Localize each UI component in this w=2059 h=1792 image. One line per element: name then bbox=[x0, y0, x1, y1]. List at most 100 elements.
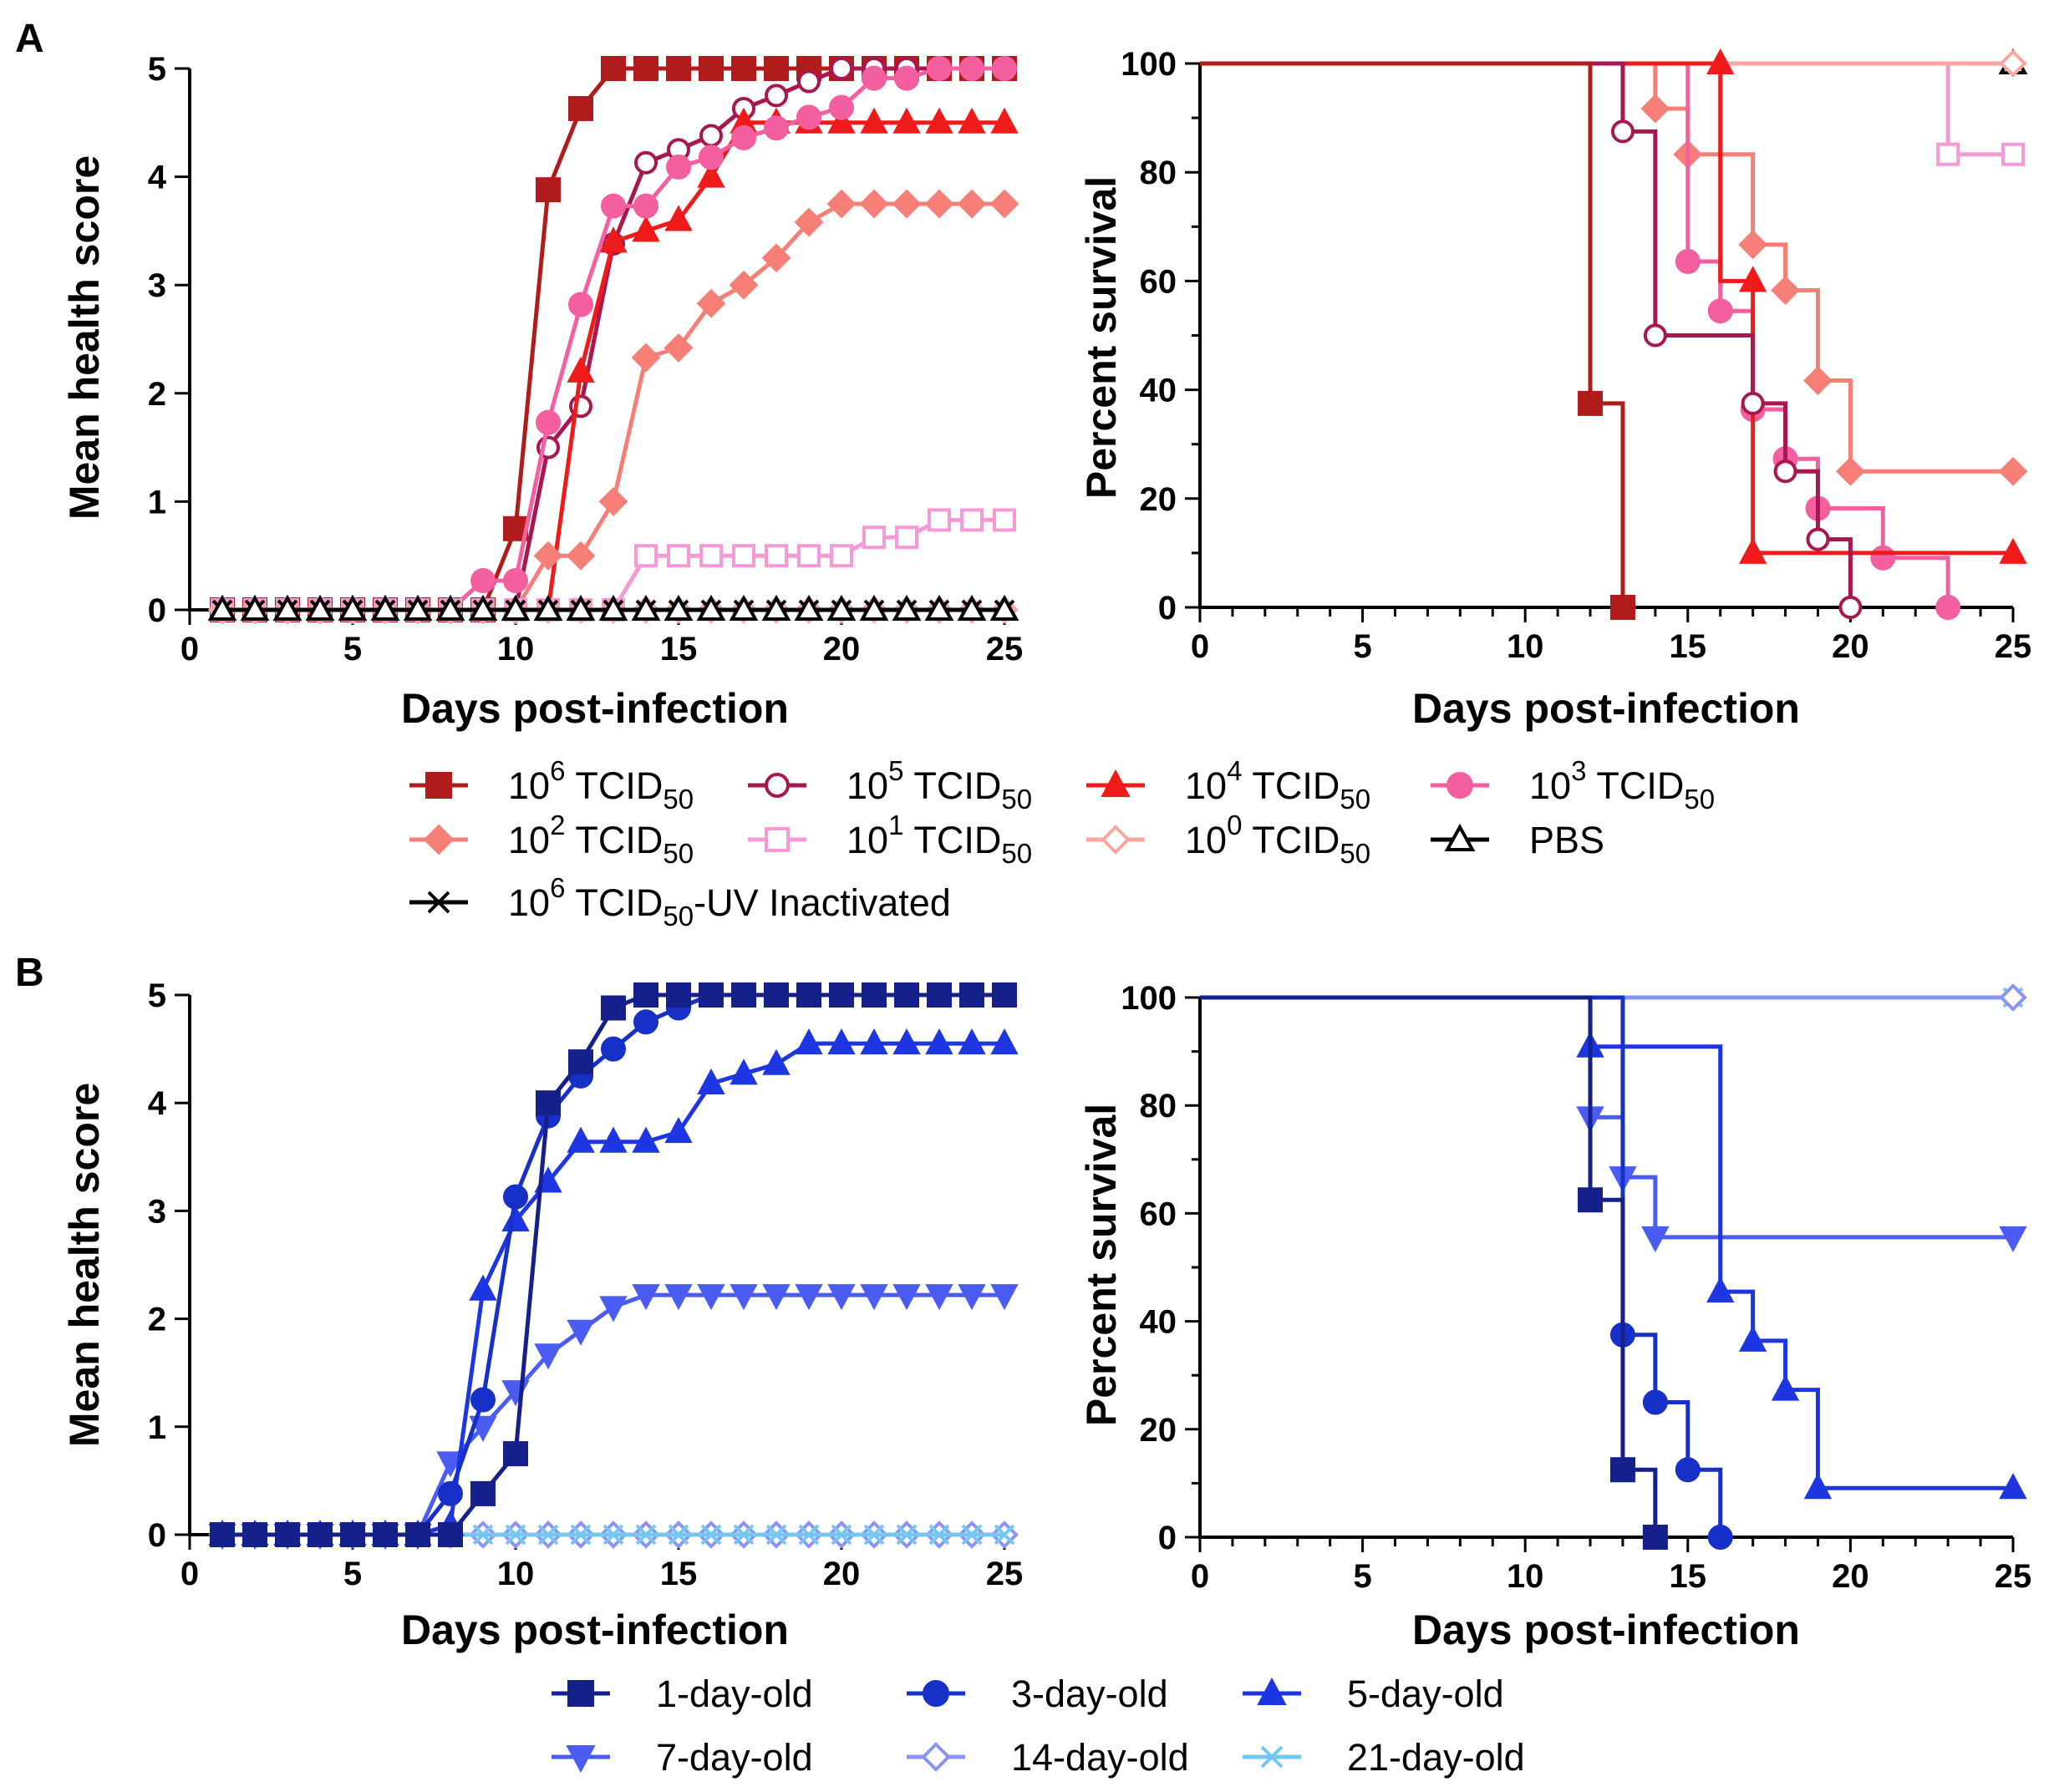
data-point bbox=[697, 161, 725, 188]
legend-label: 105 TCID50 bbox=[846, 755, 1032, 815]
data-point bbox=[732, 544, 755, 568]
survival-point bbox=[1998, 456, 2028, 486]
data-point bbox=[959, 982, 984, 1008]
data-point bbox=[860, 107, 888, 134]
data-point bbox=[537, 1524, 559, 1546]
survival-point bbox=[1806, 527, 1830, 551]
survival-point bbox=[1738, 1325, 1767, 1352]
data-point bbox=[896, 1524, 918, 1546]
survival-point bbox=[1803, 1473, 1833, 1500]
data-point bbox=[731, 124, 756, 150]
y-tick-label: 1 bbox=[148, 484, 166, 520]
data-point bbox=[534, 1343, 562, 1370]
survival-point bbox=[1738, 266, 1767, 292]
data-point bbox=[829, 982, 854, 1008]
legend-a: 106 TCID50 105 TCID50 104 TCID50 103 TCID50 102 T… bbox=[409, 755, 1715, 932]
y-tick-label: 80 bbox=[1140, 1088, 1177, 1124]
series-d1 bbox=[1200, 995, 1668, 1550]
data-point bbox=[308, 1522, 333, 1547]
x-tick-label: 5 bbox=[343, 631, 362, 668]
data-point bbox=[601, 995, 626, 1021]
y-tick-label: 0 bbox=[148, 1517, 166, 1554]
survival-point bbox=[1999, 1473, 2027, 1500]
survival-point bbox=[1771, 1374, 1800, 1401]
legend-marker bbox=[427, 891, 450, 914]
data-point bbox=[927, 56, 952, 81]
x-tick-label: 0 bbox=[1191, 1558, 1209, 1595]
data-point bbox=[990, 1028, 1019, 1055]
x-tick-label: 0 bbox=[1191, 628, 1209, 665]
x-tick-label: 25 bbox=[1995, 1558, 2032, 1595]
survival-point bbox=[1707, 1525, 1733, 1550]
data-point bbox=[925, 1284, 953, 1311]
data-point bbox=[207, 594, 237, 621]
data-point bbox=[468, 594, 498, 621]
legend-item-d1: 1-day-old bbox=[552, 1673, 813, 1715]
x-tick-label: 20 bbox=[823, 631, 861, 668]
data-point bbox=[699, 145, 724, 170]
data-point bbox=[631, 343, 661, 373]
data-point bbox=[533, 541, 563, 571]
legend-item-d3: 3-day-old bbox=[907, 1673, 1168, 1715]
series-1e3 bbox=[1200, 61, 1961, 620]
legend-label: 7-day-old bbox=[656, 1736, 813, 1779]
data-point bbox=[666, 56, 691, 81]
survival-point bbox=[1936, 142, 1960, 166]
survival-point bbox=[1741, 391, 1765, 415]
data-point bbox=[275, 1522, 300, 1547]
survival-point bbox=[1642, 1525, 1668, 1550]
y-tick-label: 100 bbox=[1121, 46, 1177, 83]
data-point bbox=[989, 594, 1019, 621]
series-pbs bbox=[207, 594, 1019, 621]
survival-point bbox=[1706, 1276, 1735, 1303]
y-tick-label: 20 bbox=[1140, 481, 1177, 518]
x-tick-label: 10 bbox=[497, 1556, 535, 1592]
y-tick-label: 3 bbox=[148, 1193, 166, 1230]
survival-point bbox=[1870, 545, 1896, 571]
survival-point bbox=[1578, 390, 1604, 416]
legend-item-1e6: 106 TCID50 bbox=[409, 755, 694, 815]
data-point bbox=[795, 1028, 823, 1055]
data-point bbox=[961, 1524, 983, 1546]
data-point bbox=[958, 1284, 986, 1311]
series-1e2 bbox=[1200, 61, 2028, 486]
y-tick-label: 100 bbox=[1121, 980, 1177, 1017]
data-point bbox=[862, 525, 886, 550]
y-tick-label: 4 bbox=[148, 1085, 167, 1122]
data-point bbox=[957, 594, 987, 621]
series-line bbox=[222, 1041, 1004, 1537]
data-point bbox=[567, 1319, 595, 1346]
data-point bbox=[666, 154, 691, 180]
legend-b: 1-day-old 3-day-old 5-day-old 7-day-old 14-d… bbox=[552, 1673, 1525, 1779]
data-point bbox=[633, 1009, 658, 1035]
legend-label: PBS bbox=[1529, 819, 1604, 861]
survival-line bbox=[1200, 995, 1723, 1537]
data-point bbox=[663, 333, 694, 363]
data-point bbox=[796, 104, 821, 130]
data-point bbox=[894, 982, 919, 1008]
legend-item-pbs: PBS bbox=[1431, 819, 1604, 861]
y-tick-label: 0 bbox=[148, 592, 166, 629]
y-tick-label: 3 bbox=[148, 267, 166, 304]
data-point bbox=[536, 409, 561, 435]
legend-label: 106 TCID50-UV Inactivated bbox=[508, 872, 951, 932]
data-point bbox=[928, 1524, 950, 1546]
data-point bbox=[960, 508, 984, 532]
series-d7 bbox=[208, 1284, 1019, 1551]
y-tick-label: 40 bbox=[1140, 373, 1177, 409]
survival-point bbox=[1999, 983, 2027, 1012]
survival-point bbox=[1738, 230, 1768, 260]
data-point bbox=[632, 216, 660, 242]
data-point bbox=[860, 1284, 888, 1311]
data-point bbox=[338, 594, 368, 621]
survival-point bbox=[1643, 323, 1667, 348]
x-tick-label: 10 bbox=[1507, 1558, 1544, 1595]
survival-line bbox=[1200, 995, 2013, 1490]
series-line bbox=[222, 1292, 1004, 1537]
legend-marker bbox=[921, 1742, 951, 1772]
chart-a-health: 0 5 10 15 20 25 0 1 2 3 4 5 Days post-infection Mean … bbox=[61, 51, 1023, 732]
survival-line bbox=[1200, 61, 2013, 157]
data-point bbox=[697, 1068, 725, 1094]
data-point bbox=[798, 1524, 820, 1546]
